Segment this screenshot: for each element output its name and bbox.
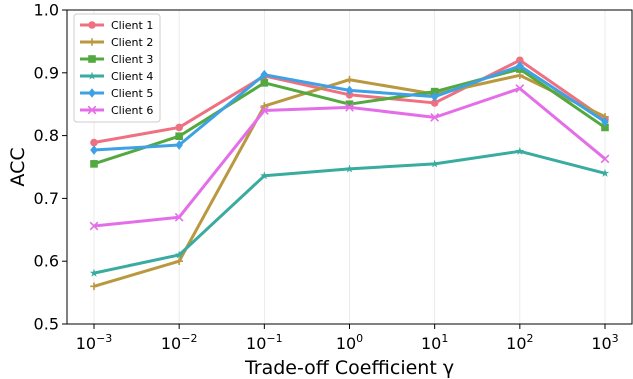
data-point-client-2 [90,282,98,291]
data-point-client-1 [175,123,183,132]
legend-marker-client-4 [87,71,97,80]
y-tick-label: 0.5 [34,315,59,334]
y-tick-label: 0.6 [34,252,59,271]
legend-marker-client-3 [88,55,96,63]
y-tick-label: 0.9 [34,63,59,82]
data-point-client-4 [515,146,525,155]
data-point-client-3 [601,123,609,132]
data-point-client-4 [89,268,99,277]
legend-label-client-6: Client 6 [111,104,153,117]
data-point-client-1 [90,138,98,147]
data-point-client-5 [90,145,98,155]
data-point-client-2 [175,257,183,265]
y-tick-label: 0.8 [34,126,59,145]
data-point-client-3 [430,87,439,96]
legend-label-client-2: Client 2 [111,36,153,49]
x-tick-label: 10−3 [76,332,113,353]
data-point-client-6 [259,106,269,115]
legend-marker-client-1 [88,21,96,29]
y-tick-label: 0.7 [34,189,59,208]
x-tick-label: 102 [506,332,533,353]
data-point-client-4 [430,159,439,168]
data-point-client-3 [260,79,269,87]
data-point-client-4 [260,171,269,180]
legend-label-client-1: Client 1 [111,19,153,32]
data-point-client-2 [345,75,354,84]
data-point-client-5 [260,69,269,80]
data-point-client-4 [345,164,354,173]
data-point-client-5 [345,85,354,96]
data-point-client-5 [175,140,183,150]
data-point-client-3 [90,160,98,168]
x-tick-label: 101 [421,332,448,353]
data-point-client-2 [260,102,269,110]
legend-label-client-5: Client 5 [111,87,153,100]
legend-marker-client-2 [88,38,96,46]
x-tick-label: 100 [336,332,363,353]
legend-marker-client-6 [87,105,97,115]
legend-label-client-3: Client 3 [111,53,153,66]
y-axis-label: ACC [7,147,29,186]
x-axis-label: Trade-off Coefficient γ [244,357,454,379]
data-point-client-3 [175,132,183,141]
x-tick-label: 103 [591,332,618,353]
y-tick-label: 1.0 [34,1,59,20]
data-point-client-6 [430,113,440,122]
legend-label-client-4: Client 4 [111,70,153,83]
data-point-client-6 [600,154,610,164]
data-point-client-3 [345,100,354,108]
legend-marker-client-5 [88,88,96,98]
data-point-client-1 [516,56,524,65]
data-point-client-4 [600,168,610,177]
data-point-client-5 [601,116,609,127]
data-point-client-4 [174,250,184,259]
data-point-client-6 [174,212,184,222]
data-point-client-6 [89,221,99,231]
data-point-client-1 [430,99,439,107]
data-point-client-6 [515,84,525,93]
data-point-client-6 [345,102,354,112]
data-point-client-5 [516,61,524,71]
x-tick-label: 10−1 [246,332,283,353]
data-point-client-5 [430,91,439,102]
x-tick-label: 10−2 [161,332,198,353]
